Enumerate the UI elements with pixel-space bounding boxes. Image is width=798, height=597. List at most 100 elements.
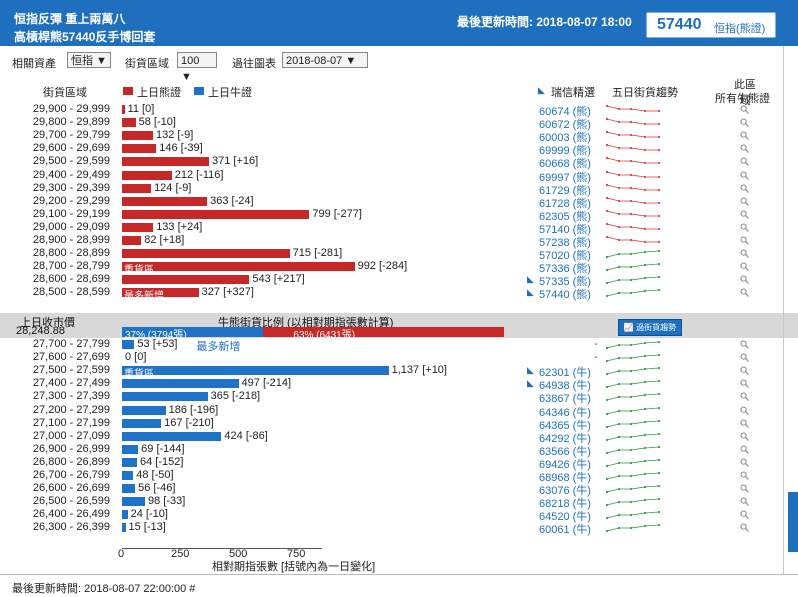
bear-bar[interactable] [122,131,153,141]
warrant-code-link[interactable]: 64346 (牛) [539,406,591,419]
bar-value-label: 53 [+53] [137,338,178,350]
warrant-code-link[interactable]: 68968 (牛) [539,472,591,484]
bear-bar[interactable] [122,144,157,154]
search-icon[interactable] [740,523,749,533]
search-icon[interactable] [740,105,749,114]
warrant-code-link[interactable]: 57238 (熊) [539,237,591,249]
trend-up-sparkline [604,378,664,389]
warrant-code-link[interactable]: 61729 (熊) [539,184,591,197]
street-trend-button[interactable]: 📈 過街貨趨勢 [618,319,682,336]
warrant-code-link[interactable]: 60674 (熊) [539,106,591,118]
warrant-code-link[interactable]: 60668 (熊) [539,158,591,171]
search-icon[interactable] [740,353,749,363]
warrant-code-link[interactable]: 57020 (熊) [539,250,591,263]
bull-bar[interactable] [122,444,139,454]
trend-up-sparkline [604,444,664,455]
bull-bar[interactable] [122,366,389,376]
warrant-code-link[interactable]: 63867 (牛) [539,393,591,406]
search-icon[interactable] [740,497,749,507]
warrant-code-link[interactable]: 68218 (牛) [539,498,591,511]
search-icon[interactable] [740,157,749,167]
search-icon[interactable] [740,379,749,389]
bull-bar[interactable] [122,405,166,415]
bear-bar[interactable] [122,196,208,206]
bear-bar[interactable] [122,249,290,259]
bull-bar[interactable] [122,418,162,428]
search-icon[interactable] [740,236,749,245]
bear-bar[interactable] [122,262,355,272]
search-icon[interactable] [740,445,749,454]
search-icon[interactable] [740,171,749,180]
bear-bar[interactable] [122,288,199,298]
bar-value-label: 98 [-33] [147,495,186,508]
bull-bar[interactable] [122,510,128,520]
warrant-code-link[interactable]: 60061 (牛) [539,524,591,537]
warrant-code-link[interactable]: 69426 (牛) [539,458,591,471]
bear-bar[interactable] [122,275,250,285]
warrant-code-link[interactable]: 64520 (牛) [539,511,591,524]
search-icon[interactable] [740,484,749,494]
search-icon[interactable] [740,184,749,193]
warrant-code-link[interactable]: 57336 (熊) [539,263,591,276]
bull-bar[interactable] [122,484,136,494]
warrant-code-link[interactable]: 57440 (熊) [539,289,591,302]
bull-bar[interactable] [122,457,137,467]
bear-bar[interactable] [122,105,125,114]
warrant-code-link[interactable]: 61728 (熊) [539,197,591,210]
warrant-code-link[interactable]: 62305 (熊) [539,210,591,223]
search-icon[interactable] [740,144,749,154]
warrant-code-link[interactable]: 63076 (牛) [539,485,591,498]
bull-bar[interactable] [122,431,222,441]
history-date-select[interactable]: 2018-08-07 ▼ [282,52,368,68]
warrant-code-link[interactable]: 69997 (熊) [539,171,591,184]
search-icon[interactable] [740,510,749,520]
bull-bar[interactable] [122,392,208,402]
featured-warrant-box[interactable]: 57440 恒指(熊證) [646,12,776,38]
search-icon[interactable] [740,118,749,128]
bear-bar[interactable] [122,209,310,219]
bull-bar[interactable] [122,471,134,480]
search-icon[interactable] [740,366,749,376]
search-icon[interactable] [740,392,749,402]
search-icon[interactable] [740,340,749,349]
bull-bar[interactable] [122,497,145,507]
search-icon[interactable] [740,288,749,298]
warrant-code-link[interactable]: 64365 (牛) [539,419,591,432]
search-icon[interactable] [740,471,749,480]
bear-bar[interactable] [122,236,142,245]
warrant-code-link[interactable]: 69999 (熊) [539,145,591,158]
search-icon[interactable] [740,419,749,428]
search-icon[interactable] [740,432,749,441]
bear-bar[interactable] [122,157,209,167]
bear-bar[interactable] [122,222,154,232]
bull-bar[interactable] [122,523,126,533]
featured-warrant-code[interactable]: 57440 [657,16,702,33]
range-select[interactable]: 100 ▼ [177,52,217,83]
search-icon[interactable] [740,275,749,285]
search-icon[interactable] [740,223,749,232]
bull-bar[interactable] [122,379,239,389]
search-icon[interactable] [740,458,749,467]
warrant-code-link[interactable]: 64938 (牛) [539,380,591,393]
bear-bar[interactable] [122,118,136,128]
warrant-code-link[interactable]: 62301 (牛) [539,367,591,380]
side-feedback-tab[interactable] [788,492,798,552]
warrant-code-link[interactable]: 63566 (牛) [539,445,591,458]
bull-bar[interactable] [122,340,135,349]
warrant-code-link[interactable]: 57140 (熊) [539,223,591,236]
bear-bar[interactable] [122,183,152,193]
search-icon[interactable] [740,262,749,272]
warrant-code-link[interactable]: 64292 (牛) [539,432,591,445]
asset-select[interactable]: 恒指 ▼ [67,52,111,68]
warrant-code-link[interactable]: 60672 (熊) [539,119,591,132]
search-icon[interactable] [740,249,749,259]
search-icon[interactable] [740,197,749,206]
bear-bar[interactable] [122,170,172,180]
featured-warrant-label[interactable]: 恒指(熊證) [714,23,766,35]
search-icon[interactable] [740,131,749,141]
search-icon[interactable] [740,210,749,219]
warrant-code-link[interactable]: 60003 (熊) [539,132,591,145]
search-icon[interactable] [740,406,749,415]
bear-legend-swatch [123,87,133,95]
warrant-code-link[interactable]: 57335 (熊) [539,276,591,289]
